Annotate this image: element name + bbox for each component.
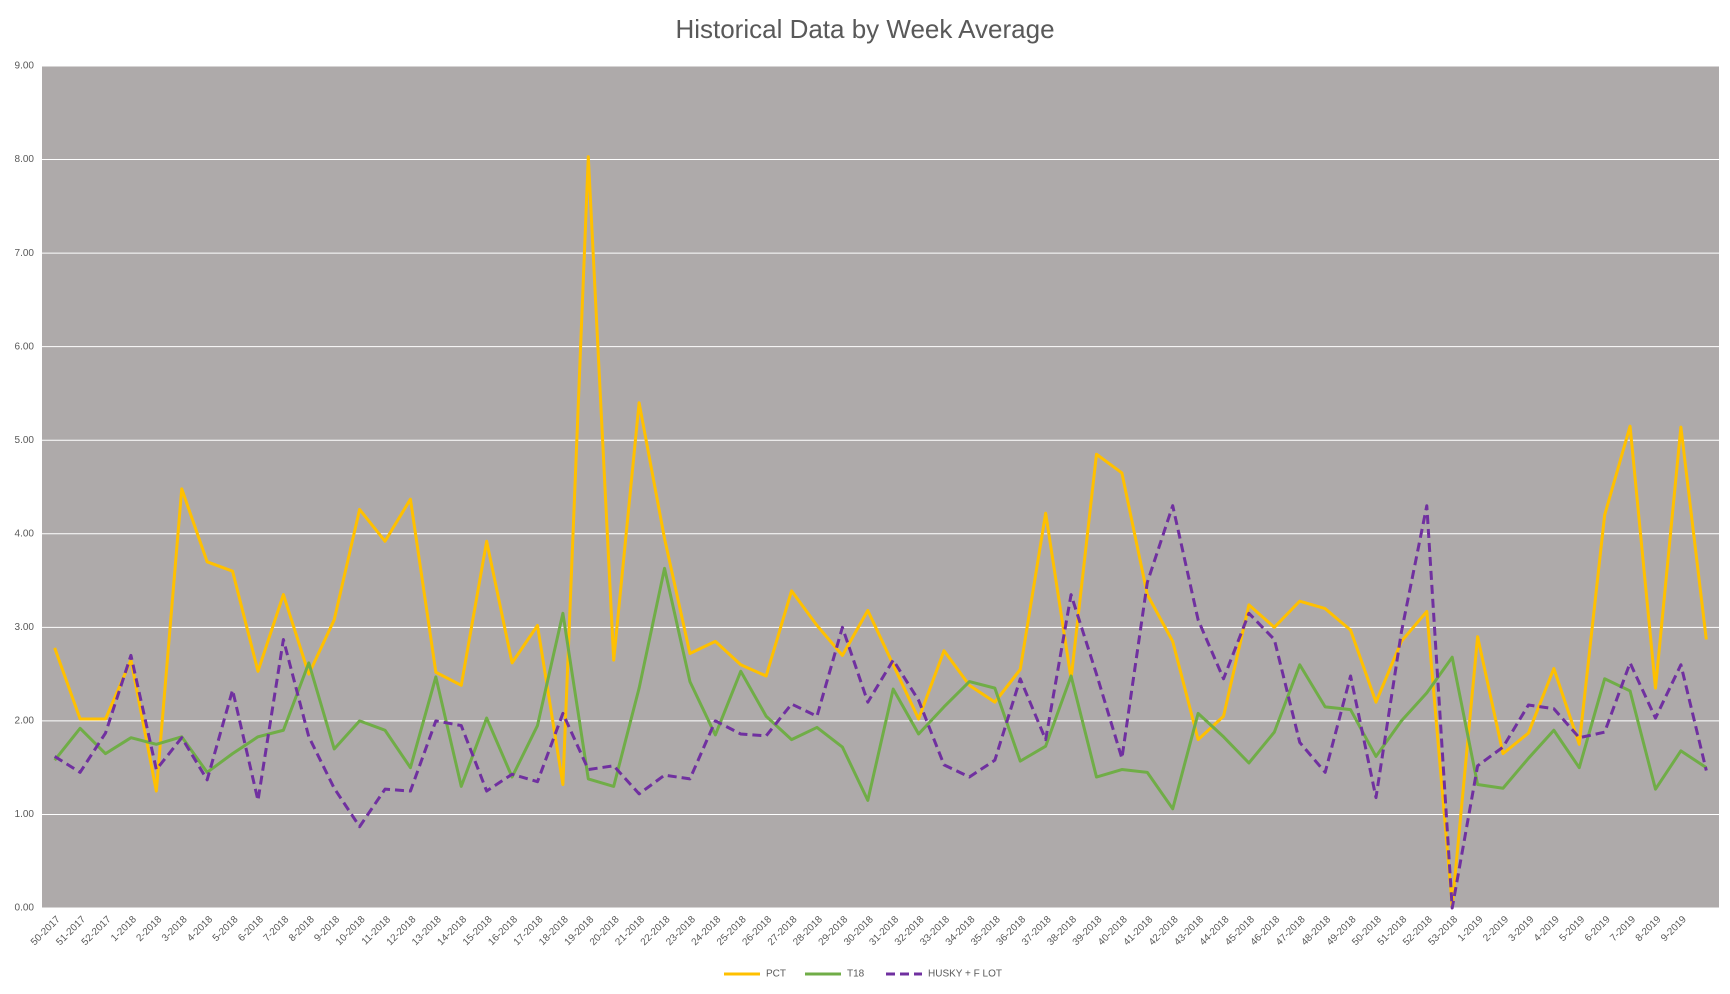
y-tick-label: 8.00 — [15, 154, 35, 165]
x-tick-label: 3-2018 — [160, 914, 190, 944]
y-tick-label: 2.00 — [15, 716, 35, 727]
legend-label: PCT — [766, 969, 786, 980]
legend-label: T18 — [847, 969, 865, 980]
y-tick-label: 6.00 — [15, 341, 35, 352]
y-tick-label: 7.00 — [15, 248, 35, 259]
x-tick-label: 4-2018 — [185, 914, 215, 944]
plot-area — [42, 66, 1719, 908]
x-tick-label: 8-2018 — [287, 914, 317, 944]
series-line — [53, 155, 1708, 908]
legend-label: HUSKY + F LOT — [928, 969, 1002, 980]
x-tick-label: 5-2018 — [211, 914, 241, 944]
x-tick-label: 6-2018 — [236, 914, 266, 944]
x-tick-label: 3-2019 — [1507, 914, 1537, 944]
x-tick-label: 2-2018 — [135, 914, 165, 944]
series-line — [53, 504, 1708, 910]
x-tick-label: 7-2018 — [262, 914, 292, 944]
chart-title: Historical Data by Week Average — [675, 14, 1054, 44]
x-tick-label: 8-2019 — [1634, 914, 1664, 944]
y-tick-label: 1.00 — [15, 809, 35, 820]
y-tick-label: 0.00 — [15, 903, 35, 914]
x-tick-label: 4-2019 — [1532, 914, 1562, 944]
x-tick-label: 6-2019 — [1583, 914, 1613, 944]
x-tick-label: 1-2019 — [1456, 914, 1486, 944]
y-tick-label: 3.00 — [15, 622, 35, 633]
x-tick-label: 1-2018 — [109, 914, 139, 944]
x-tick-label: 2-2019 — [1481, 914, 1511, 944]
x-tick-label: 7-2019 — [1608, 914, 1638, 944]
series-line — [53, 566, 1708, 811]
y-tick-label: 9.00 — [15, 61, 35, 72]
x-tick-label: 9-2019 — [1659, 914, 1689, 944]
y-tick-label: 4.00 — [15, 528, 35, 539]
y-tick-label: 5.00 — [15, 435, 35, 446]
x-tick-label: 5-2019 — [1557, 914, 1587, 944]
